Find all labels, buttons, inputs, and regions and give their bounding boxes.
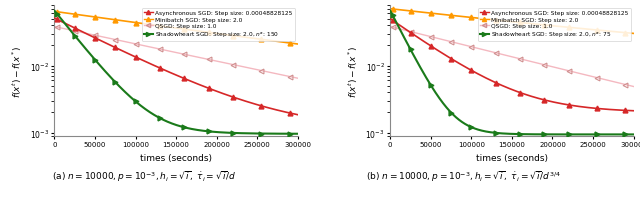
- X-axis label: times (seconds): times (seconds): [476, 153, 548, 162]
- Y-axis label: $f(x^t) - f(x^*)$: $f(x^t) - f(x^*)$: [11, 45, 24, 97]
- X-axis label: times (seconds): times (seconds): [140, 153, 212, 162]
- Legend: Asynchronous SGD: Step size: 0.00048828125, Minibatch SGD: Step size: 2.0, QSGD:: Asynchronous SGD: Step size: 0.000488281…: [477, 9, 630, 42]
- Y-axis label: $f(x^t) - f(x^*)$: $f(x^t) - f(x^*)$: [346, 45, 360, 97]
- Text: (b) $n = 10000, p = 10^{-3}, h_i = \sqrt{i},\ \dot{\tau}_i = \sqrt{i}/d^{3/4}$: (b) $n = 10000, p = 10^{-3}, h_i = \sqrt…: [367, 169, 561, 183]
- Text: (a) $n = 10000, p = 10^{-3}, h_i = \sqrt{i},\ \dot{\tau}_i = \sqrt{i}/d$: (a) $n = 10000, p = 10^{-3}, h_i = \sqrt…: [52, 169, 236, 183]
- Legend: Asynchronous SGD: Step size: 0.00048828125, Minibatch SGD: Step size: 2.0, QSGD:: Asynchronous SGD: Step size: 0.000488281…: [141, 9, 295, 42]
